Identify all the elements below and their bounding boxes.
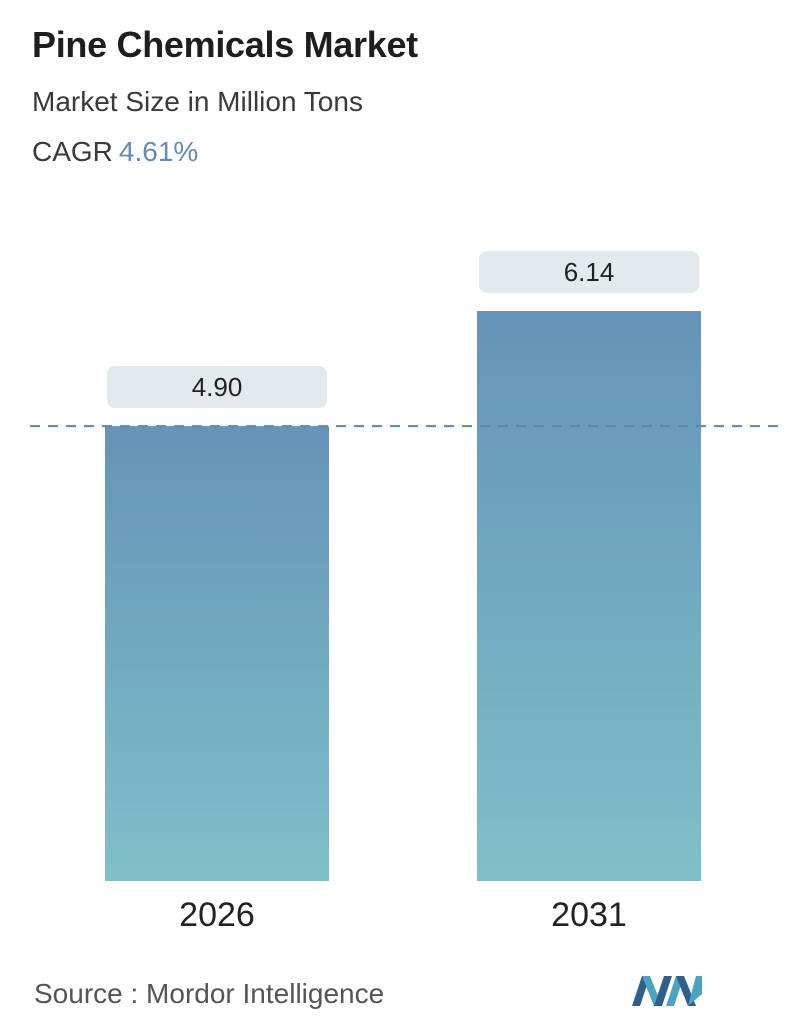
chart-subtitle: Market Size in Million Tons <box>32 86 363 117</box>
value-label-box <box>479 251 699 293</box>
value-label-box <box>107 366 327 409</box>
mordor-intelligence-logo-icon <box>632 976 702 1006</box>
value-label: 4.90 <box>192 372 243 402</box>
x-tick-label: 2031 <box>551 896 627 934</box>
x-tick-label: 2026 <box>179 896 255 934</box>
cagr-label: CAGR <box>32 136 113 167</box>
bar-2026 <box>105 426 329 881</box>
cagr-text: CAGR 4.61% <box>32 136 198 168</box>
bar-2031 <box>477 311 701 881</box>
value-label: 6.14 <box>564 257 615 287</box>
cagr-value: 4.61% <box>118 136 199 167</box>
chart-title: Pine Chemicals Market <box>32 24 418 65</box>
source-text: Source : Mordor Intelligence <box>34 978 385 1009</box>
bar-chart: 4.90 2026 6.14 2031 <box>30 251 785 934</box>
